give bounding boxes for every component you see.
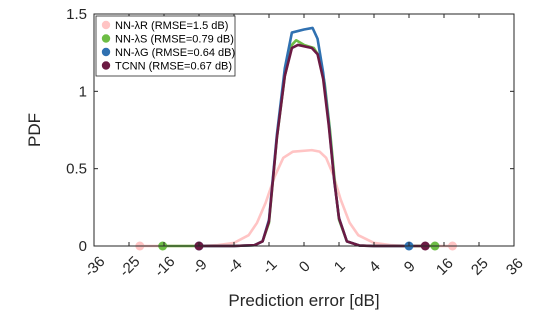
- legend-swatch-1: [101, 34, 111, 43]
- legend-box: [95, 15, 236, 77]
- legend-swatch-2: [101, 47, 111, 57]
- legend-swatch-3: [101, 61, 111, 70]
- y-tick-label: 0.5: [66, 161, 87, 178]
- y-axis-title: PDF: [25, 113, 44, 147]
- legend-label-2: NN-λG (RMSE=0.64 dB): [115, 47, 235, 59]
- series-line-0: [138, 148, 454, 248]
- x-axis-title: Prediction error [dB]: [228, 291, 379, 310]
- y-tick-label: 0: [79, 238, 87, 255]
- y-tick-label: 1: [79, 83, 87, 100]
- legend: NN-λR (RMSE=1.5 dB) NN-λS (RMSE=0.79 dB)N…: [95, 15, 236, 77]
- legend-swatch-0: [101, 20, 111, 30]
- y-ticks: 0 0.5 1 1.5: [66, 6, 514, 255]
- legend-label-3: TCNN (RMSE=0.67 dB): [115, 61, 232, 73]
- series-line-3: [197, 43, 427, 248]
- legend-label-0: NN-λR (RMSE=1.5 dB): [115, 20, 228, 32]
- legend-label-1: NN-λS (RMSE=0.79 dB): [115, 34, 234, 46]
- plot-lines: [138, 26, 454, 248]
- y-tick-label: 1.5: [66, 6, 87, 23]
